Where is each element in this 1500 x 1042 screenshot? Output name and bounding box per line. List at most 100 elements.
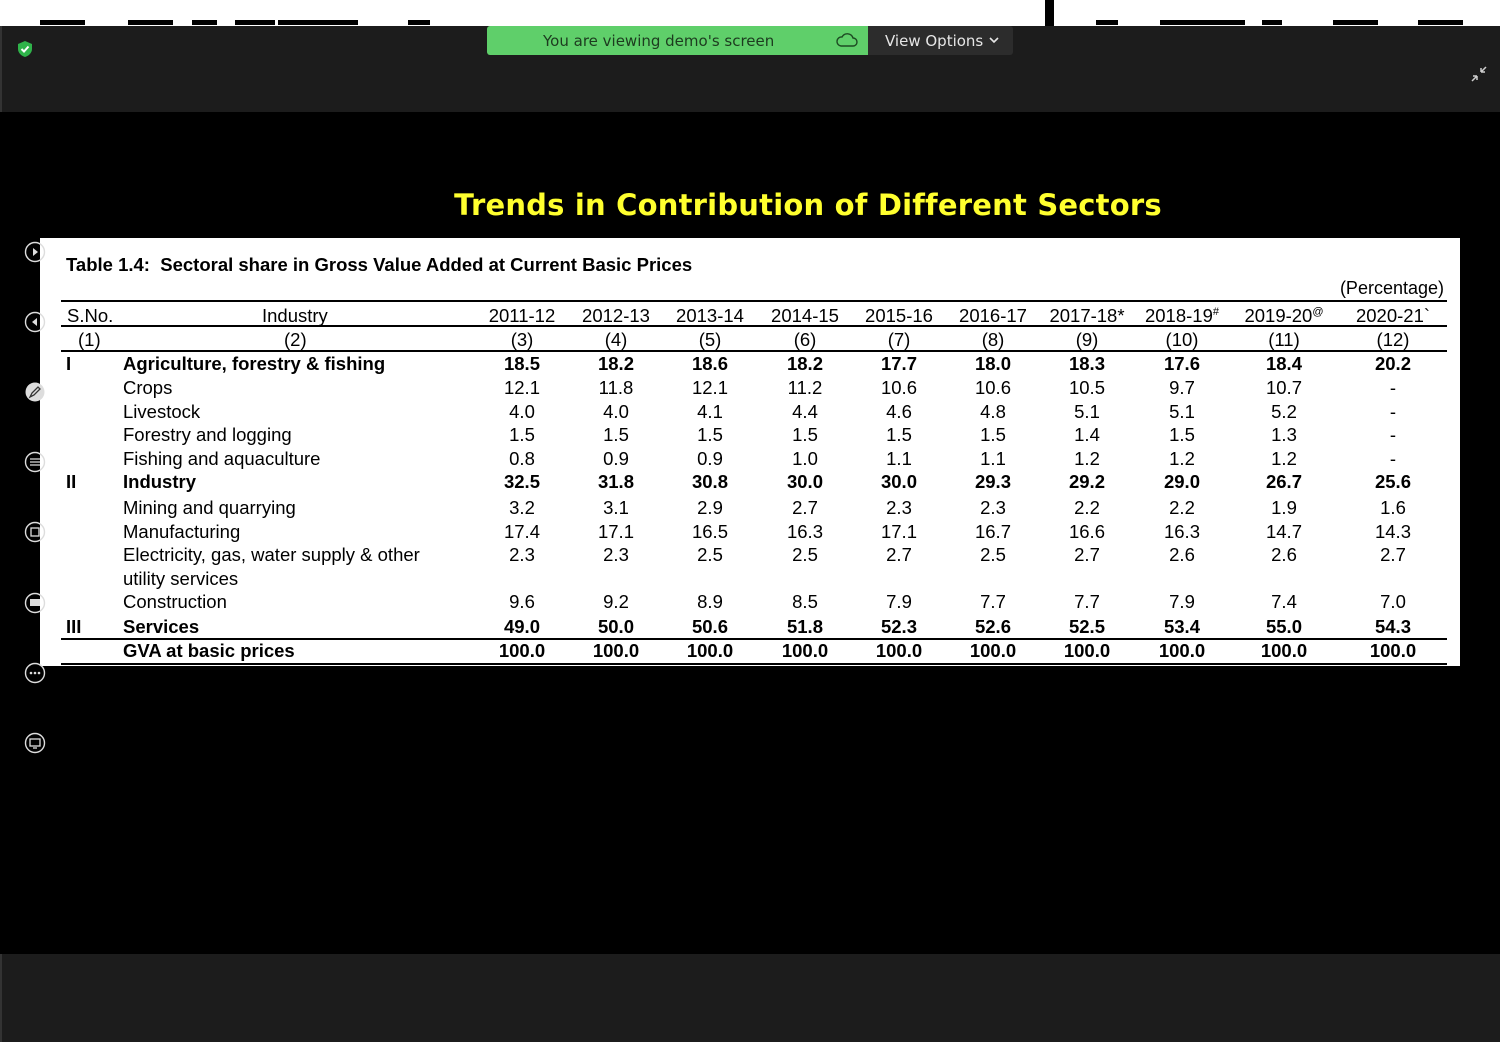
cell-value: 16.6 [1068, 521, 1105, 542]
slide-title: Trends in Contribution of Different Sect… [454, 188, 1162, 222]
cloud-icon [836, 33, 858, 47]
row-label: Industry [123, 471, 196, 492]
table-row: GVA at basic prices 100.0 100.0 100.0 100.0 1… [40, 640, 1460, 664]
cell-value: 25.6 [1374, 471, 1411, 492]
cell-value: 16.3 [786, 521, 823, 542]
cell-value: 2.2 [1169, 497, 1195, 518]
cell-value: 1.2 [1169, 448, 1195, 469]
cell-value: 31.8 [597, 471, 634, 492]
strip-mark [408, 20, 430, 25]
header-year: 2015-16 [865, 305, 933, 326]
cell-value: 2.5 [792, 544, 818, 565]
column-number: (1) [78, 329, 101, 350]
row-label: Agriculture, forestry & fishing [123, 353, 386, 374]
cell-value: 16.5 [691, 521, 728, 542]
cell-value: 18.3 [1068, 353, 1105, 374]
row-label: Crops [123, 377, 173, 398]
cell-value: 14.7 [1265, 521, 1302, 542]
cell-value: 1.5 [792, 424, 818, 445]
cell-value: 49.0 [503, 616, 540, 637]
cell-value: 4.0 [603, 401, 629, 422]
cell-value: 1.4 [1074, 424, 1100, 445]
cell-value: 1.2 [1074, 448, 1100, 469]
column-number: (4) [604, 329, 628, 350]
table-rule [61, 638, 1447, 640]
cell-value: 5.1 [1169, 401, 1195, 422]
cell-value: 54.3 [1374, 616, 1411, 637]
row-label-continued: utility services [123, 568, 239, 589]
cell-value: 2.2 [1074, 497, 1100, 518]
footnote-mark: @ [1312, 305, 1324, 318]
play-forward-icon[interactable] [24, 241, 46, 263]
table-row: Manufacturing 17.4 17.1 16.5 16.3 17.1 16.7 16.… [40, 521, 1460, 545]
table-row: III Services 49.0 50.0 50.6 51.8 52.3 52.6 52.5 5… [40, 616, 1460, 640]
table-panel: Table 1.4: Sectoral share in Gross Value… [40, 238, 1460, 666]
column-number: (8) [981, 329, 1005, 350]
cell-value: 1.9 [1271, 497, 1297, 518]
cell-value: 100.0 [875, 640, 923, 661]
cell-value: 7.4 [1271, 591, 1297, 612]
table-header-row: S.No. Industry 2011-12 2012-13 2013-14 2014-1… [40, 305, 1460, 329]
cell-value: 0.8 [509, 448, 535, 469]
viewing-text: You are viewing demo's screen [543, 32, 775, 50]
row-label: Forestry and logging [123, 424, 292, 445]
strip-mark [40, 20, 85, 25]
cell-value: 1.5 [1169, 424, 1195, 445]
header-year: 2020-21` [1355, 305, 1431, 326]
cell-value: 1.5 [886, 424, 912, 445]
play-back-icon[interactable] [24, 311, 46, 333]
cell-value: 4.0 [509, 401, 535, 422]
row-sno: III [66, 616, 82, 637]
strip-mark [235, 20, 275, 25]
whiteboard-icon[interactable] [24, 592, 46, 614]
cell-value: 52.3 [880, 616, 917, 637]
cell-value: 4.8 [980, 401, 1006, 422]
row-label: Livestock [123, 401, 201, 422]
table-row: Fishing and aquaculture 0.8 0.9 0.9 1.0 1.1 1.… [40, 448, 1460, 472]
cell-value: 12.1 [691, 377, 728, 398]
row-sno: I [66, 353, 72, 374]
cell-value: 2.5 [980, 544, 1006, 565]
pen-annotate-icon[interactable] [24, 381, 46, 403]
cell-value: 2.6 [1169, 544, 1195, 565]
cell-value: 2.3 [603, 544, 629, 565]
cell-value: 2.5 [697, 544, 723, 565]
cell-value: 16.7 [974, 521, 1011, 542]
strip-mark [1333, 20, 1378, 25]
header-year: 2016-17 [959, 305, 1027, 326]
screen-share-icon[interactable] [24, 732, 46, 754]
header-year: 2012-13 [582, 305, 650, 326]
cell-value: 1.6 [1380, 497, 1406, 518]
table-row: Forestry and logging 1.5 1.5 1.5 1.5 1.5 1.5 1.… [40, 424, 1460, 448]
cell-value: 7.0 [1380, 591, 1406, 612]
view-options-button[interactable]: View Options [868, 26, 1013, 55]
cell-value: 9.7 [1169, 377, 1195, 398]
cell-value: 2.3 [980, 497, 1006, 518]
column-number: (5) [698, 329, 722, 350]
header-year: 2019-20@ [1244, 305, 1324, 326]
cell-value: 30.0 [786, 471, 823, 492]
row-label: Manufacturing [123, 521, 241, 542]
cell-value: - [1389, 377, 1397, 398]
shield-icon[interactable] [16, 40, 34, 58]
table-rule [61, 663, 1447, 665]
exit-fullscreen-icon[interactable] [1471, 66, 1487, 82]
strip-mark [192, 20, 217, 25]
cell-value: 3.1 [603, 497, 629, 518]
cell-value: 30.8 [691, 471, 728, 492]
cell-value: 4.4 [792, 401, 818, 422]
row-label: Construction [123, 591, 227, 612]
table-rule [61, 325, 1447, 327]
column-number: (10) [1165, 329, 1199, 350]
text-lines-icon[interactable] [24, 451, 46, 473]
strip-mark [1160, 20, 1245, 25]
cell-value: 2.3 [886, 497, 912, 518]
stop-square-icon[interactable] [24, 521, 46, 543]
cell-value: 30.0 [880, 471, 917, 492]
more-icon[interactable] [24, 662, 46, 684]
cell-value: 1.0 [792, 448, 818, 469]
cell-value: 4.1 [697, 401, 723, 422]
cell-value: 52.6 [974, 616, 1011, 637]
cell-value: 1.5 [697, 424, 723, 445]
cell-value: 100.0 [1063, 640, 1111, 661]
